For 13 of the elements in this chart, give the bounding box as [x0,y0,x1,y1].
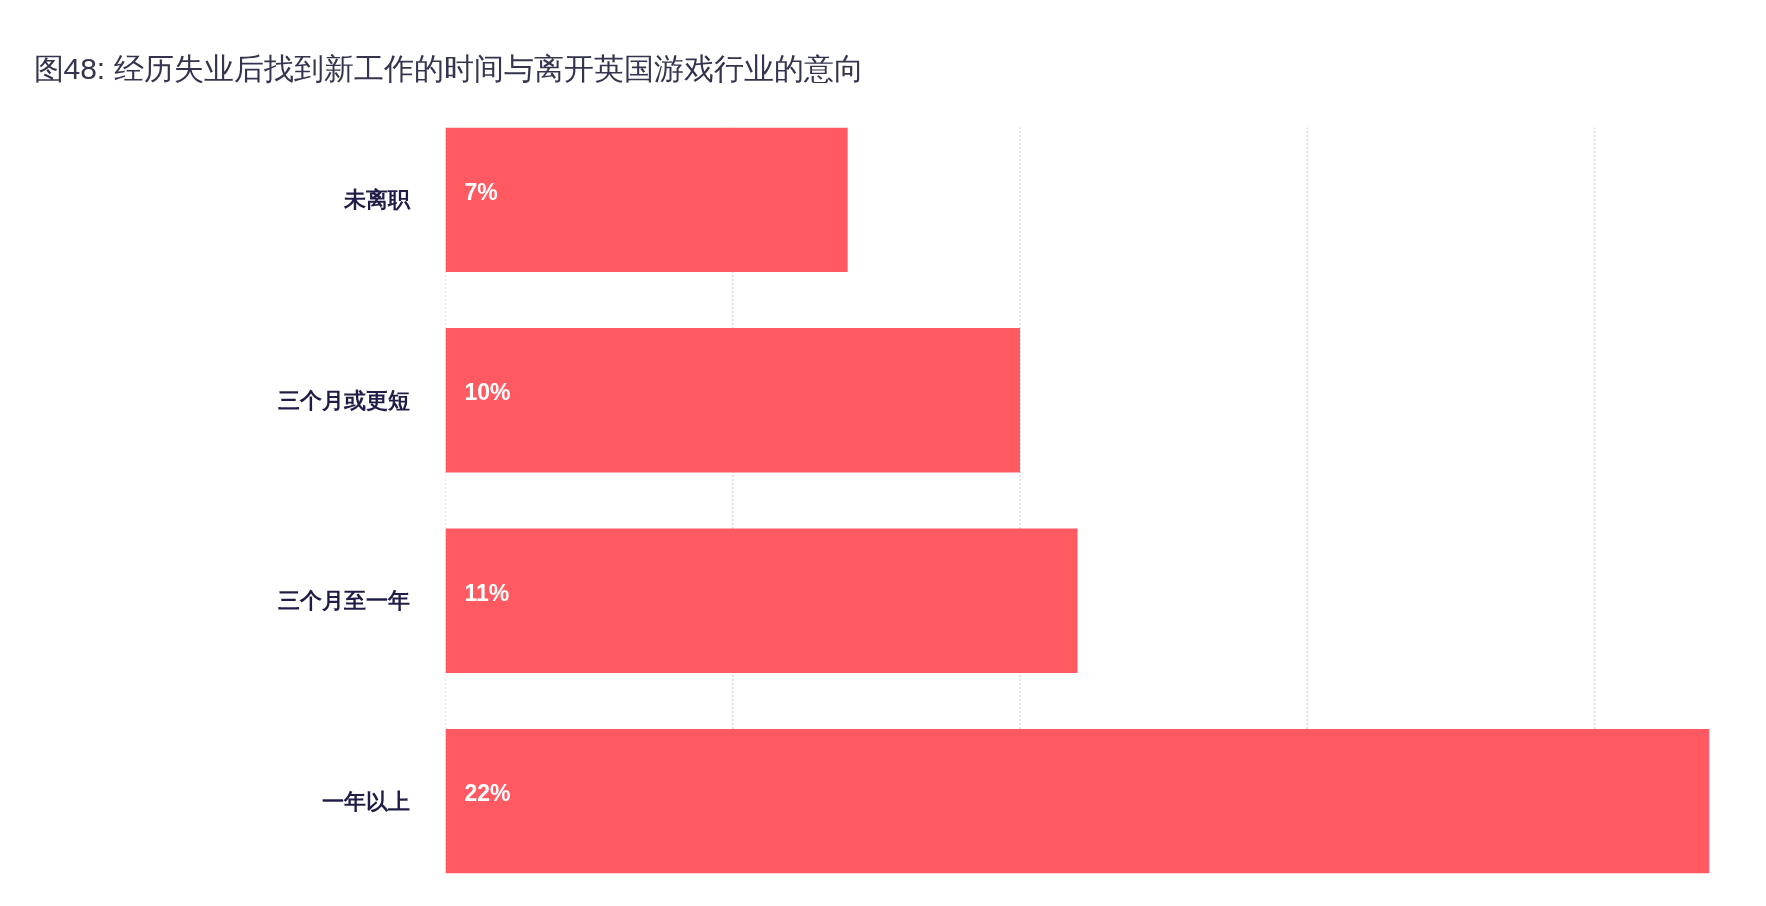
data-label: 10% [464,379,511,406]
bar [445,729,1710,874]
y-tick-label: 三个月至一年 [277,588,410,614]
bar [445,127,848,272]
bar [445,528,1078,673]
data-label: 7% [464,178,498,205]
data-label: 11% [464,579,510,606]
y-tick-label: 三个月或更短 [277,387,410,413]
bar [445,328,1021,473]
data-label: 22% [464,780,511,807]
y-tick-label: 一年以上 [321,788,410,814]
y-tick-label: 未离职 [342,187,411,213]
chart-title: 图48: 经历失业后找到新工作的时间与离开英国游戏行业的意向 [33,51,864,85]
